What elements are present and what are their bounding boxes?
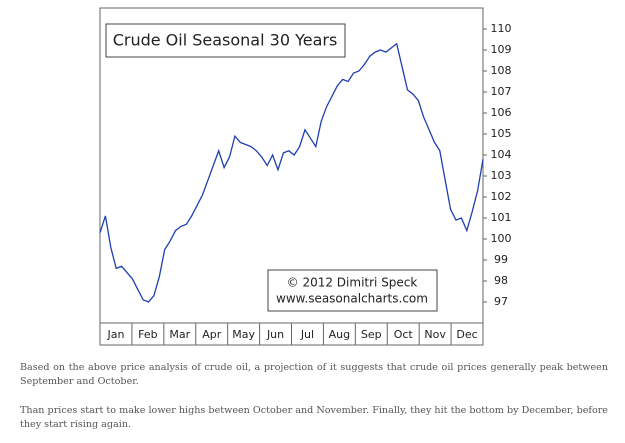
y-tick-label: 102: [491, 190, 512, 203]
x-tick-label: Mar: [169, 328, 190, 341]
y-tick-label: 98: [494, 274, 508, 287]
y-tick-label: 97: [494, 295, 508, 308]
y-tick-label: 101: [491, 211, 512, 224]
y-tick-label: 105: [491, 127, 512, 140]
y-tick-label: 104: [491, 148, 512, 161]
y-tick-label: 108: [491, 64, 512, 77]
title-box: [105, 23, 346, 58]
x-tick-label: Sep: [361, 328, 382, 341]
y-tick-label: 100: [491, 232, 512, 245]
credit-url: www.seasonalcharts.com: [276, 292, 428, 306]
y-tick-label: 99: [494, 253, 508, 266]
x-tick-label: Feb: [138, 328, 157, 341]
y-tick-label: 109: [491, 43, 512, 56]
paragraph: Than prices start to make lower highs be…: [20, 405, 608, 430]
x-tick-label: Nov: [424, 328, 446, 341]
x-tick-label: May: [232, 328, 255, 341]
x-tick-label: Jun: [266, 328, 284, 341]
y-tick-label: 107: [491, 85, 512, 98]
x-tick-label: Jul: [300, 328, 314, 341]
chart-title: Crude Oil Seasonal 30 Years: [113, 31, 338, 50]
paragraph: Based on the above price analysis of cru…: [20, 362, 608, 387]
y-tick-label: 110: [491, 22, 512, 35]
price-line: [99, 42, 484, 303]
chart: Crude Oil Seasonal 30 Years © 2012 Dimit…: [99, 7, 512, 346]
x-tick-label: Dec: [456, 328, 477, 341]
credit-box: [267, 269, 438, 312]
credit-line: © 2012 Dimitri Speck: [287, 276, 418, 290]
y-tick-label: 106: [491, 106, 512, 119]
y-tick-label: 103: [491, 169, 512, 182]
x-tick-label: Apr: [202, 328, 222, 341]
x-tick-label: Jan: [106, 328, 124, 341]
x-tick-label: Oct: [394, 328, 414, 341]
x-tick-label: Aug: [329, 328, 350, 341]
